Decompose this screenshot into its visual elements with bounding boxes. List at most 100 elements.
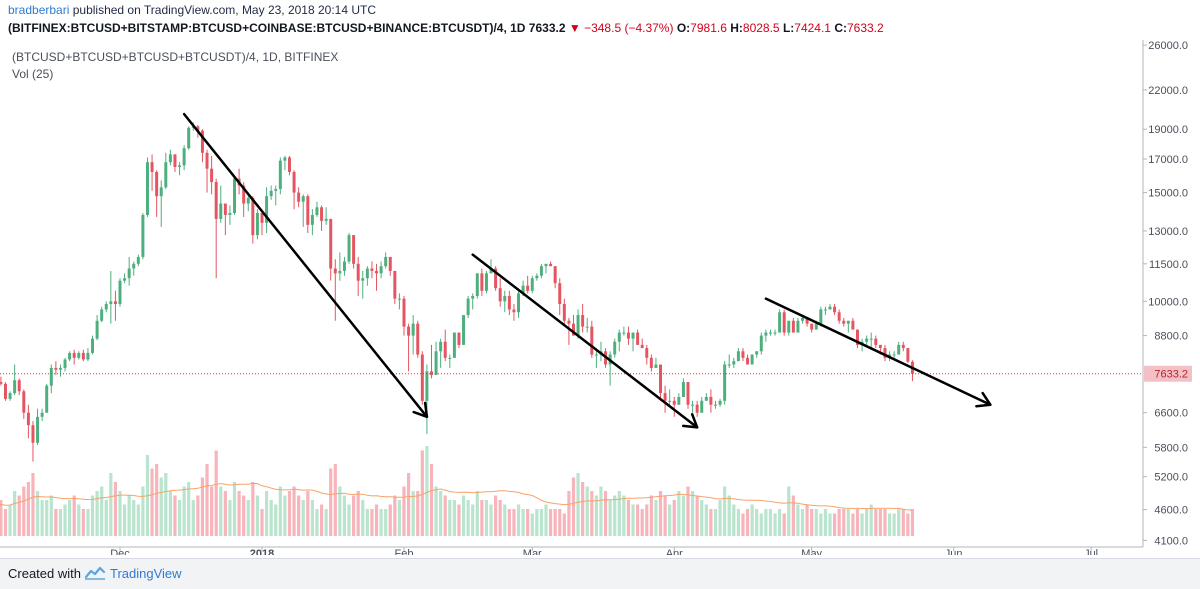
candle xyxy=(869,332,873,349)
candle xyxy=(58,364,62,377)
candle-body xyxy=(274,189,278,191)
candle xyxy=(553,266,557,289)
candle xyxy=(659,364,663,401)
candle xyxy=(700,396,704,413)
volume-bar xyxy=(35,491,40,536)
volume-bar xyxy=(393,495,397,536)
volume-bar xyxy=(631,504,635,536)
volume-bar xyxy=(274,504,278,536)
candle xyxy=(526,275,530,294)
candle-body xyxy=(787,320,791,333)
candle-body xyxy=(723,364,727,401)
candle xyxy=(434,341,438,375)
candle xyxy=(484,270,488,294)
author-link[interactable]: bradberbari xyxy=(8,3,70,17)
candle xyxy=(141,213,145,260)
candle xyxy=(338,252,342,281)
candle xyxy=(874,335,878,349)
candle-body xyxy=(883,348,887,358)
volume-bar xyxy=(397,500,402,536)
candle-body xyxy=(434,351,438,375)
candle xyxy=(100,306,104,323)
tradingview-logo-icon[interactable] xyxy=(84,565,106,581)
volume-bar xyxy=(8,504,12,536)
volume-bar xyxy=(585,486,589,536)
volume-bars xyxy=(0,446,915,536)
volume-bar xyxy=(558,509,562,536)
x-tick-label: Mar xyxy=(523,548,542,555)
candle xyxy=(315,201,319,217)
candle-body xyxy=(567,320,571,324)
candle-body xyxy=(713,404,717,406)
candle-body xyxy=(150,162,154,172)
volume-bar xyxy=(782,513,786,536)
candle xyxy=(773,329,777,336)
volume-bar xyxy=(832,513,837,536)
volume-bar xyxy=(668,504,672,536)
volume-bar xyxy=(887,513,892,536)
candle xyxy=(333,259,337,321)
candle xyxy=(81,349,85,362)
volume-bar xyxy=(539,509,544,536)
volume-bar xyxy=(374,504,379,536)
candle xyxy=(503,290,507,313)
candle-body xyxy=(498,288,502,302)
symbol-name: (BITFINEX:BTCUSD+BITSTAMP:BTCUSD+COINBAS… xyxy=(8,21,526,35)
chart-area[interactable]: 4100.0 4600.0 5200.0 5800.0 6600.0 8800.0 1000… xyxy=(0,40,1200,560)
candle-body xyxy=(214,182,218,219)
candle-body xyxy=(837,312,841,321)
candle-body xyxy=(819,309,823,324)
candle xyxy=(636,329,640,345)
volume-bar xyxy=(22,486,26,536)
candle-body xyxy=(549,263,553,267)
candle-body xyxy=(636,332,640,345)
candle-body xyxy=(219,203,223,219)
candle-body xyxy=(851,320,855,330)
candle xyxy=(649,354,653,372)
candle-body xyxy=(297,192,301,202)
volume-bar xyxy=(599,486,603,536)
candle-body xyxy=(581,315,585,327)
price-chart[interactable]: 4100.0 4600.0 5200.0 5800.0 6600.0 8800.0 1000… xyxy=(0,40,1200,560)
candle-body xyxy=(750,354,754,365)
high-value: 8028.5 xyxy=(742,21,780,35)
candle-body xyxy=(200,130,204,153)
candle-body xyxy=(700,400,704,413)
candle xyxy=(539,263,543,279)
candle xyxy=(855,329,859,349)
candle-body xyxy=(686,382,690,405)
candle-body xyxy=(159,187,163,197)
tradingview-brand[interactable]: TradingView xyxy=(110,566,182,581)
volume-bar xyxy=(603,491,608,536)
candle-body xyxy=(45,385,49,413)
volume-bar xyxy=(819,513,823,536)
volume-bar xyxy=(544,504,548,536)
x-axis: Dec 2018 Feb Mar Apr May Jun Jul xyxy=(110,547,1098,560)
volume-bar xyxy=(622,495,626,536)
candle-body xyxy=(416,323,420,355)
candle xyxy=(297,187,301,208)
volume-bar xyxy=(283,495,287,536)
volume-bar xyxy=(338,486,342,536)
candle xyxy=(723,361,727,405)
volume-bar xyxy=(219,486,223,536)
change-down-icon: ▼ xyxy=(568,21,581,35)
candle-body xyxy=(425,371,429,401)
candle xyxy=(36,408,40,446)
trend-arrow xyxy=(764,297,992,408)
candle xyxy=(778,309,782,333)
candle-body xyxy=(352,235,356,264)
candle-body xyxy=(196,126,200,131)
candle xyxy=(475,273,479,299)
candle xyxy=(590,320,594,358)
volume-bar xyxy=(237,491,241,536)
y-tick-label: 5200.0 xyxy=(1154,472,1188,484)
candle-body xyxy=(613,341,617,355)
candle-body xyxy=(375,270,379,274)
candle-body xyxy=(141,214,145,257)
candle-body xyxy=(347,235,351,262)
candle-body xyxy=(320,207,324,221)
candle xyxy=(320,205,324,231)
volume-bar xyxy=(713,509,718,536)
volume-bar xyxy=(297,495,301,536)
